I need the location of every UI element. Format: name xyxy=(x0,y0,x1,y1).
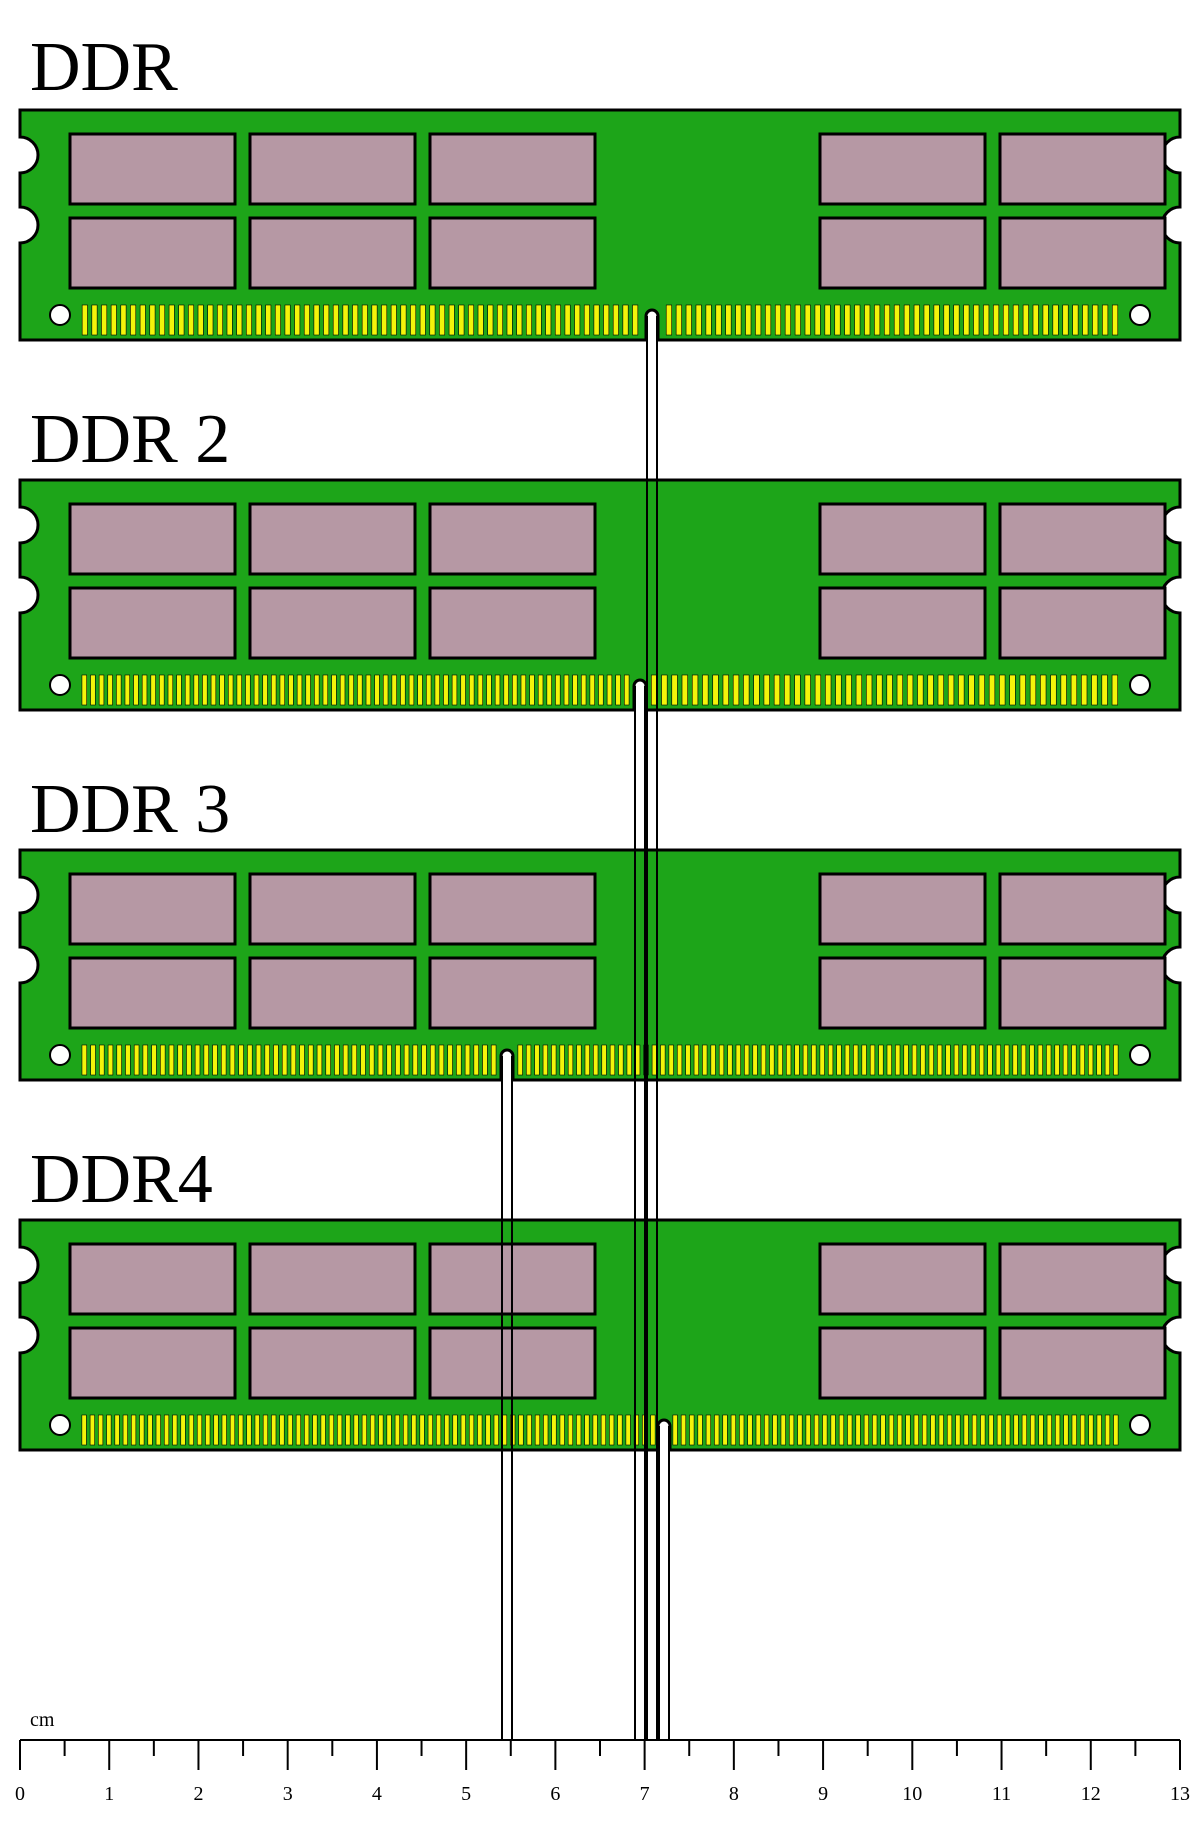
ruler-number: 11 xyxy=(992,1783,1011,1805)
ddr2-chip xyxy=(430,588,595,658)
ddr4-hole-left xyxy=(50,1415,70,1435)
ddr-comparison-diagram: DDRDDR 2DDR 3DDR4cm012345678910111213 xyxy=(0,0,1200,1830)
ddr4-chip xyxy=(250,1244,415,1314)
ddr1-chip xyxy=(820,134,985,204)
ddr3-chip xyxy=(250,958,415,1028)
ddr2-chip xyxy=(430,504,595,574)
ddr2-chip xyxy=(70,504,235,574)
ruler-number: 10 xyxy=(902,1783,922,1805)
ruler-number: 7 xyxy=(640,1783,650,1805)
ddr4-hole-right xyxy=(1130,1415,1150,1435)
ddr3-chip xyxy=(820,958,985,1028)
ddr2-chip xyxy=(70,588,235,658)
ddr2-chip xyxy=(820,588,985,658)
ddr3-chip xyxy=(70,874,235,944)
ddr2-hole-left xyxy=(50,675,70,695)
ddr4-chip xyxy=(820,1244,985,1314)
ddr1-chip xyxy=(430,218,595,288)
ruler-number: 12 xyxy=(1081,1783,1101,1805)
ddr1-chip xyxy=(70,134,235,204)
ruler-number: 4 xyxy=(372,1783,382,1805)
ddr4-chip xyxy=(70,1328,235,1398)
ddr2-chip xyxy=(1000,588,1165,658)
ddr3-chip xyxy=(70,958,235,1028)
ddr1-chip xyxy=(250,218,415,288)
ddr1-hole-left xyxy=(50,305,70,325)
ruler-number: 9 xyxy=(818,1783,828,1805)
ruler-number: 6 xyxy=(550,1783,560,1805)
ruler-number: 3 xyxy=(283,1783,293,1805)
ruler-number: 13 xyxy=(1170,1783,1190,1805)
ddr1-chip xyxy=(820,218,985,288)
ddr4-chip xyxy=(70,1244,235,1314)
ddr2-hole-right xyxy=(1130,675,1150,695)
ddr1-chip xyxy=(70,218,235,288)
ddr2-chip xyxy=(820,504,985,574)
ddr1-hole-right xyxy=(1130,305,1150,325)
ddr2-chip xyxy=(250,588,415,658)
ddr3-chip xyxy=(820,874,985,944)
ruler-unit-label: cm xyxy=(30,1709,55,1731)
ddr3-chip xyxy=(430,958,595,1028)
ruler-number: 0 xyxy=(15,1783,25,1805)
ddr1-chip xyxy=(430,134,595,204)
ruler-number: 8 xyxy=(729,1783,739,1805)
ddr4-chip xyxy=(820,1328,985,1398)
ddr4-chip xyxy=(1000,1328,1165,1398)
ddr3-hole-left xyxy=(50,1045,70,1065)
ddr1-chip xyxy=(1000,134,1165,204)
ddr2-label: DDR 2 xyxy=(30,401,230,478)
ddr3-label: DDR 3 xyxy=(30,771,230,848)
ddr1-chip xyxy=(250,134,415,204)
ruler-number: 2 xyxy=(193,1783,203,1805)
ddr3-chip xyxy=(430,874,595,944)
ruler-number: 5 xyxy=(461,1783,471,1805)
ddr3-chip xyxy=(1000,874,1165,944)
ddr3-chip xyxy=(250,874,415,944)
ddr3-hole-right xyxy=(1130,1045,1150,1065)
ruler-number: 1 xyxy=(104,1783,114,1805)
ddr1-chip xyxy=(1000,218,1165,288)
ddr4-label: DDR4 xyxy=(30,1141,213,1218)
ddr4-chip xyxy=(1000,1244,1165,1314)
ddr2-chip xyxy=(250,504,415,574)
ddr3-chip xyxy=(1000,958,1165,1028)
ddr2-chip xyxy=(1000,504,1165,574)
ddr4-chip xyxy=(250,1328,415,1398)
ddr1-label: DDR xyxy=(30,29,178,106)
